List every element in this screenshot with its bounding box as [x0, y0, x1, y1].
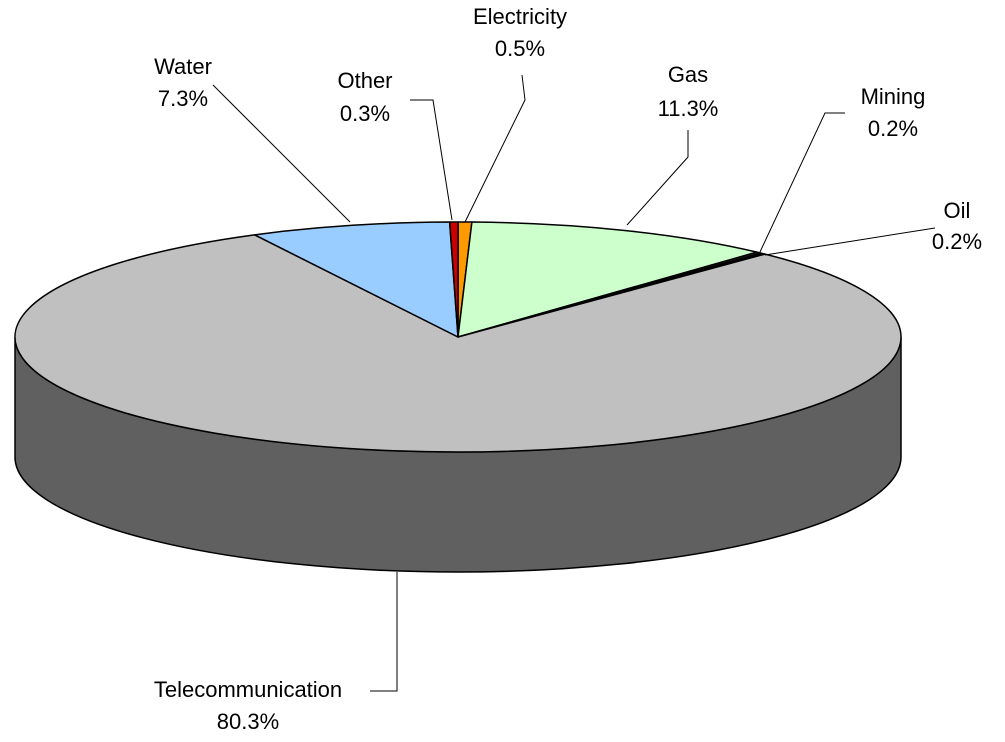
slice-value: 0.3% — [340, 101, 390, 126]
slice-label: Oil — [944, 198, 971, 223]
slice-label: Telecommunication — [154, 677, 342, 702]
leader-line — [464, 74, 526, 223]
slice-label: Gas — [668, 62, 708, 87]
leader-line — [212, 84, 351, 223]
slice-value: 0.5% — [495, 36, 545, 61]
slice-label: Other — [337, 68, 392, 93]
leader-line — [764, 227, 936, 256]
leader-line — [370, 572, 398, 692]
slice-value: 0.2% — [868, 116, 918, 141]
slice-value: 0.2% — [932, 229, 982, 254]
slice-label: Electricity — [473, 4, 567, 29]
slice-label: Mining — [861, 84, 926, 109]
slice-value: 11.3% — [658, 96, 719, 121]
leader-line — [626, 130, 689, 226]
slice-label: Water — [154, 54, 212, 79]
leader-line — [759, 112, 845, 253]
slice — [14, 234, 902, 453]
slice — [457, 221, 758, 338]
leader-line — [410, 99, 453, 221]
slice — [253, 221, 459, 338]
slice-value: 80.3% — [217, 709, 279, 734]
slice-value: 7.3% — [158, 86, 208, 111]
slice — [448, 221, 459, 338]
